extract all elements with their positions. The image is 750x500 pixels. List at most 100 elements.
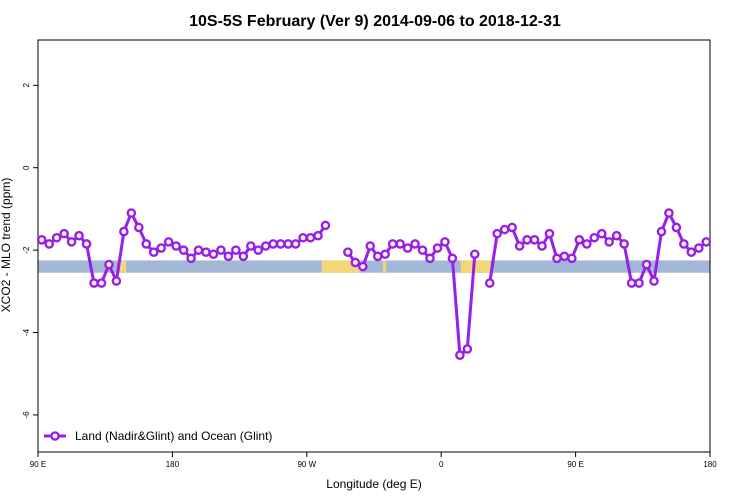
data-point [66, 237, 77, 247]
data-point [89, 278, 99, 288]
data-point [51, 232, 62, 243]
data-point [619, 239, 629, 249]
data-point [522, 235, 532, 245]
data-point [313, 230, 323, 241]
data-point [514, 241, 525, 251]
x-tick-label: 0 [439, 460, 444, 469]
data-point [343, 247, 353, 257]
data-point [544, 228, 555, 239]
land-band-segment [120, 260, 127, 273]
data-point [537, 241, 547, 251]
data-point [656, 226, 667, 237]
data-point [626, 278, 637, 288]
x-tick-label: 90 W [297, 460, 316, 469]
data-point [104, 259, 114, 270]
data-point [283, 239, 293, 249]
data-point [178, 245, 189, 255]
data-point [679, 239, 689, 249]
data-point [44, 239, 55, 249]
ocean-band [38, 260, 710, 273]
data-point [596, 228, 607, 239]
data-point [372, 251, 383, 262]
data-point [604, 237, 615, 247]
x-tick-label: 90 E [567, 460, 583, 469]
data-point [186, 253, 196, 264]
x-tick-label: 180 [166, 460, 180, 469]
data-point [223, 251, 234, 262]
land-band-segment [460, 260, 491, 273]
land-band-segment [382, 260, 386, 273]
data-point [686, 247, 697, 257]
data-point [649, 276, 659, 286]
data-point [148, 247, 159, 257]
data-point [36, 235, 47, 245]
data-point [387, 239, 398, 249]
data-point [305, 232, 316, 243]
data-point [320, 220, 331, 231]
y-axis-title: XCO2 - MLO trend (ppm) [0, 178, 13, 313]
data-point [455, 350, 465, 360]
y-tick-label: -4 [22, 328, 31, 336]
legend-label: Land (Nadir&Glint) and Ocean (Glint) [75, 429, 272, 443]
data-point [671, 222, 682, 233]
data-point [59, 228, 69, 239]
data-point [634, 278, 644, 288]
data-point [111, 276, 122, 286]
data-point [499, 224, 510, 235]
data-point [552, 253, 562, 264]
x-axis-title: Longitude (deg E) [326, 477, 421, 491]
data-point [133, 222, 144, 233]
data-point [484, 278, 495, 288]
data-point [260, 241, 271, 251]
data-point [432, 243, 443, 253]
data-point [171, 241, 181, 251]
data-point [216, 245, 226, 255]
data-point [290, 239, 301, 249]
data-point [507, 222, 517, 233]
data-point [395, 239, 405, 249]
data-point [350, 257, 361, 268]
data-point [582, 239, 592, 249]
y-tick-label: -6 [22, 411, 31, 419]
y-tick-label: 2 [22, 83, 31, 88]
data-point [357, 261, 368, 272]
plot-frame [37, 39, 711, 453]
data-point [253, 245, 264, 255]
x-tick-label: 90 E [30, 460, 46, 469]
data-point [462, 344, 473, 354]
data-point [126, 208, 137, 218]
data-point [380, 249, 391, 260]
data-point [193, 245, 204, 255]
data-point [141, 239, 152, 249]
data-point [447, 253, 458, 264]
data-point [410, 239, 420, 249]
data-point [156, 243, 166, 253]
data-point [574, 235, 585, 245]
data-point [402, 243, 413, 253]
plot-area: -6 -4 -2 0 2 90 E 180 90 W 0 90 E 180 Land (Nadir&G… [22, 39, 717, 469]
data-point [208, 249, 219, 260]
data-point [238, 251, 249, 262]
data-point [425, 253, 435, 264]
data-point [163, 237, 174, 247]
data-point [611, 230, 622, 241]
legend-marker [50, 431, 60, 441]
data-point [559, 251, 570, 262]
data-point [365, 241, 376, 251]
data-point [567, 253, 577, 264]
data-point [589, 232, 600, 243]
data-point [231, 245, 241, 255]
data-point [245, 241, 256, 251]
data-point [298, 232, 308, 243]
data-point [417, 245, 428, 255]
data-point [641, 259, 652, 270]
data-point [440, 237, 450, 247]
data-point [201, 247, 211, 257]
y-tick-label: 0 [22, 165, 31, 170]
data-point [74, 230, 84, 241]
data-point [694, 243, 704, 253]
data-point [701, 237, 712, 247]
data-point [529, 235, 540, 245]
chart-title: 10S-5S February (Ver 9) 2014-09-06 to 20… [189, 13, 561, 30]
